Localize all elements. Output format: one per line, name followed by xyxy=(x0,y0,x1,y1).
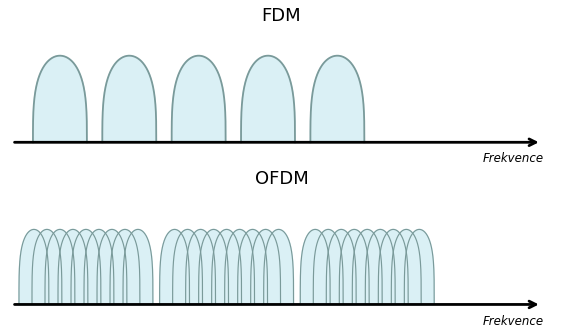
Polygon shape xyxy=(71,229,101,305)
Polygon shape xyxy=(173,229,203,305)
Polygon shape xyxy=(352,229,382,305)
Polygon shape xyxy=(404,229,434,305)
Polygon shape xyxy=(310,56,364,142)
Polygon shape xyxy=(172,56,226,142)
Polygon shape xyxy=(102,56,157,142)
Polygon shape xyxy=(251,229,280,305)
Polygon shape xyxy=(123,229,153,305)
Polygon shape xyxy=(110,229,140,305)
Polygon shape xyxy=(225,229,254,305)
Polygon shape xyxy=(45,229,75,305)
Polygon shape xyxy=(84,229,114,305)
Polygon shape xyxy=(263,229,293,305)
Polygon shape xyxy=(212,229,242,305)
Polygon shape xyxy=(365,229,395,305)
Polygon shape xyxy=(160,229,190,305)
Polygon shape xyxy=(33,56,87,142)
Polygon shape xyxy=(313,229,343,305)
Polygon shape xyxy=(32,229,62,305)
Polygon shape xyxy=(327,229,356,305)
Title: FDM: FDM xyxy=(262,7,301,25)
Polygon shape xyxy=(97,229,127,305)
Polygon shape xyxy=(241,56,295,142)
Text: Frekvence: Frekvence xyxy=(482,152,543,165)
Polygon shape xyxy=(391,229,421,305)
Polygon shape xyxy=(339,229,369,305)
Polygon shape xyxy=(186,229,216,305)
Polygon shape xyxy=(19,229,49,305)
Polygon shape xyxy=(58,229,88,305)
Text: Frekvence: Frekvence xyxy=(482,315,543,328)
Title: OFDM: OFDM xyxy=(254,170,309,188)
Polygon shape xyxy=(238,229,267,305)
Polygon shape xyxy=(300,229,330,305)
Polygon shape xyxy=(199,229,229,305)
Polygon shape xyxy=(378,229,408,305)
